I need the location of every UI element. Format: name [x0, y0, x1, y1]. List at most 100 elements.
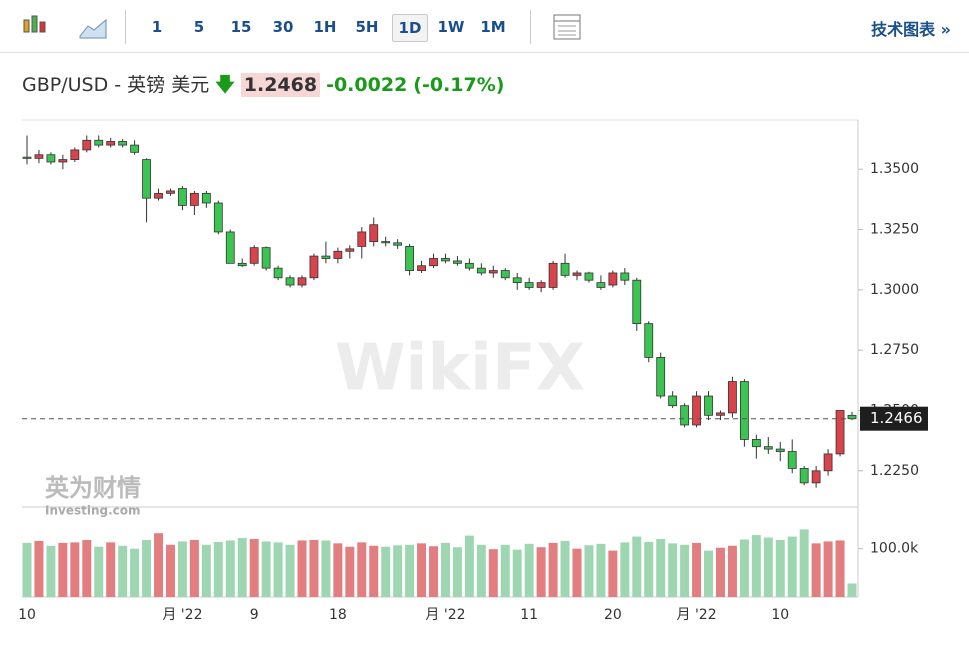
volume-bar: [177, 541, 187, 597]
candle-body: [178, 188, 187, 206]
candle-body: [369, 224, 379, 243]
volume-bar: [488, 549, 498, 597]
candle-body: [476, 267, 486, 274]
interval-button[interactable]: 1W: [437, 18, 465, 36]
x-tick-label: 11: [520, 607, 538, 623]
y-tick-label: 1.2750: [870, 342, 919, 358]
y-tick-label: 1.2250: [870, 463, 919, 479]
volume-bar: [847, 583, 857, 597]
interval-button[interactable]: 15: [230, 18, 252, 36]
volume-bar: [321, 540, 331, 597]
candle-body: [22, 156, 32, 159]
volume-bar: [692, 542, 702, 597]
volume-bar: [309, 539, 319, 597]
last-price: 1.2468: [240, 73, 321, 97]
instrument-title: GBP/USD - 英镑 美元: [22, 74, 210, 96]
interval-button[interactable]: 5H: [355, 18, 379, 36]
volume-bar: [165, 544, 175, 597]
x-tick-label: 9: [250, 607, 259, 623]
volume-bar: [464, 535, 474, 597]
volume-bar: [249, 539, 259, 597]
volume-bar: [620, 542, 630, 597]
volume-bar: [417, 543, 427, 597]
candle-body: [273, 267, 283, 279]
candle-body: [560, 262, 570, 276]
volume-bar: [297, 540, 307, 597]
candle-body: [357, 231, 367, 247]
volume-bar: [70, 542, 80, 597]
volume-bar: [405, 544, 415, 597]
volume-bar: [285, 544, 295, 597]
volume-bar: [536, 547, 546, 597]
volume-bar: [799, 529, 809, 597]
volume-bar: [154, 533, 164, 597]
candle-body: [704, 395, 713, 416]
candle-body: [441, 258, 450, 262]
x-tick-label: 月 '22: [425, 607, 465, 623]
x-tick-label: 20: [604, 607, 622, 623]
candle-body: [82, 139, 92, 151]
price-label: 1.2466: [870, 409, 923, 427]
interval-button[interactable]: 30: [272, 18, 294, 36]
volume-bar: [596, 543, 606, 597]
volume-bar: [46, 545, 56, 597]
candle-body: [345, 248, 355, 252]
candle-body: [548, 262, 558, 288]
candle-body: [775, 448, 785, 452]
candle-body: [692, 395, 701, 426]
candle-body: [668, 395, 678, 407]
brand-logo: 英为财情: [45, 474, 141, 502]
change: -0.0022: [326, 74, 408, 96]
volume-bar: [34, 540, 44, 597]
x-tick-label: 月 '22: [677, 607, 717, 623]
volume-bar: [656, 539, 666, 597]
line-icon[interactable]: [78, 12, 108, 42]
volume-bar: [739, 539, 749, 597]
volume-bar: [429, 546, 439, 597]
volume-bar: [381, 546, 391, 597]
candle-body: [632, 279, 642, 325]
interval-button[interactable]: 1D: [392, 14, 428, 42]
candle-body: [453, 260, 462, 264]
volume-bar: [680, 544, 690, 597]
volume-bar: [763, 537, 773, 597]
volume-bar: [237, 538, 247, 597]
candle-body: [811, 470, 821, 484]
candle-body: [488, 270, 498, 274]
candle-icon[interactable]: [20, 12, 50, 42]
candle-body: [297, 277, 307, 286]
candle-body: [94, 139, 104, 146]
volume-bar: [118, 545, 128, 597]
candle-body: [106, 141, 116, 146]
interval-button[interactable]: 1: [151, 18, 163, 36]
candle-body: [237, 262, 247, 267]
volume-bar: [775, 539, 785, 597]
candle-body: [154, 192, 163, 199]
technical-chart-link[interactable]: 技术图表 »: [871, 20, 951, 39]
interval-button[interactable]: 1M: [480, 18, 506, 36]
volume-bar: [440, 542, 450, 597]
candle-body: [405, 246, 415, 271]
volume-bar: [572, 548, 582, 597]
y-tick-label: 1.3250: [870, 222, 919, 238]
interval-button[interactable]: 5: [193, 18, 205, 36]
volume-bar: [261, 541, 271, 597]
candle-body: [118, 141, 128, 146]
volume-bar: [727, 545, 737, 597]
price-label-box: [860, 406, 928, 431]
volume-bar: [189, 539, 199, 597]
volume-bar: [668, 543, 678, 597]
candle-body: [799, 467, 809, 484]
volume-bar: [213, 541, 223, 597]
volume-bar: [201, 544, 211, 597]
table-icon[interactable]: [552, 12, 582, 42]
volume-bar: [632, 536, 642, 597]
volume-bar: [142, 539, 152, 597]
candle-body: [512, 277, 522, 284]
candle-body: [823, 453, 833, 472]
y-tick-label: 1.3000: [870, 282, 919, 298]
candle-body: [225, 231, 235, 264]
candle-body: [34, 154, 44, 159]
interval-button[interactable]: 1H: [313, 18, 337, 36]
